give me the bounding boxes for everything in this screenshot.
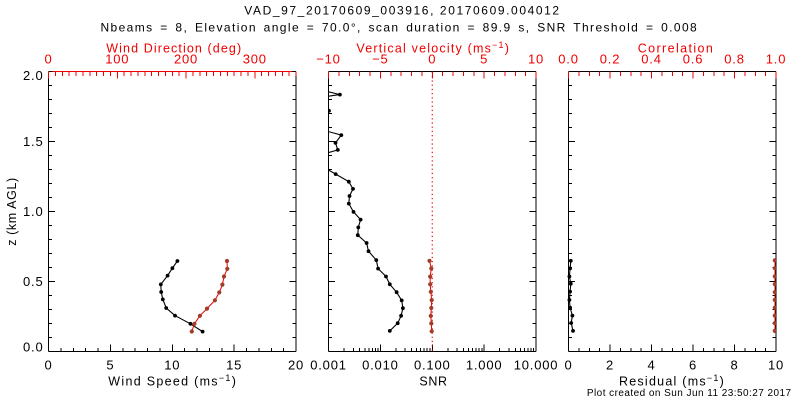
svg-text:200: 200 [174, 52, 198, 67]
svg-text:0.5: 0.5 [23, 274, 43, 289]
svg-text:SNR: SNR [419, 375, 447, 389]
svg-text:8: 8 [730, 358, 738, 373]
svg-text:−5: −5 [372, 52, 388, 67]
svg-text:0: 0 [44, 358, 52, 373]
svg-text:1.0: 1.0 [23, 204, 43, 219]
svg-text:Wind Direction (deg): Wind Direction (deg) [106, 42, 242, 56]
svg-text:10: 10 [164, 358, 180, 373]
svg-text:10: 10 [768, 358, 784, 373]
svg-text:10: 10 [528, 52, 544, 67]
svg-text:5: 5 [480, 52, 488, 67]
svg-text:0.6: 0.6 [683, 52, 703, 67]
svg-text:1.0: 1.0 [766, 52, 786, 67]
svg-text:0.001: 0.001 [310, 358, 347, 373]
svg-text:Plot created on Sun Jun 11 23:: Plot created on Sun Jun 11 23:50:27 2017 [587, 388, 792, 399]
svg-text:0.0: 0.0 [23, 339, 43, 354]
svg-text:0.4: 0.4 [641, 52, 661, 67]
svg-text:1.000: 1.000 [466, 358, 503, 373]
svg-text:300: 300 [243, 52, 267, 67]
svg-text:20: 20 [288, 358, 304, 373]
svg-text:0.100: 0.100 [414, 358, 451, 373]
svg-text:Vertical velocity (ms−1): Vertical velocity (ms−1) [356, 40, 510, 56]
svg-text:0.2: 0.2 [600, 52, 620, 67]
svg-text:0.8: 0.8 [724, 52, 744, 67]
svg-text:6: 6 [689, 358, 697, 373]
svg-text:1.5: 1.5 [23, 134, 43, 149]
svg-text:15: 15 [226, 358, 242, 373]
svg-text:z (km AGL): z (km AGL) [5, 177, 19, 246]
svg-text:2: 2 [606, 358, 614, 373]
svg-text:0.0: 0.0 [558, 52, 578, 67]
svg-text:Correlation: Correlation [638, 42, 715, 56]
svg-text:10.000: 10.000 [514, 358, 559, 373]
svg-text:4: 4 [647, 358, 655, 373]
svg-text:0: 0 [44, 52, 52, 67]
svg-text:Residual (ms−1): Residual (ms−1) [619, 373, 725, 389]
svg-text:5: 5 [106, 358, 114, 373]
svg-text:Wind Speed (ms−1): Wind Speed (ms−1) [108, 373, 237, 389]
svg-text:2.0: 2.0 [23, 68, 43, 83]
svg-text:VAD_97_20170609_003916, 201706: VAD_97_20170609_003916, 20170609.004012 [244, 3, 560, 17]
svg-text:0: 0 [428, 52, 436, 67]
svg-text:0.010: 0.010 [362, 358, 399, 373]
svg-text:0: 0 [564, 358, 572, 373]
svg-text:Nbeams = 8, Elevation angle =: Nbeams = 8, Elevation angle = 70.0°, sca… [100, 21, 698, 35]
svg-text:100: 100 [105, 52, 129, 67]
svg-text:−10: −10 [316, 52, 340, 67]
